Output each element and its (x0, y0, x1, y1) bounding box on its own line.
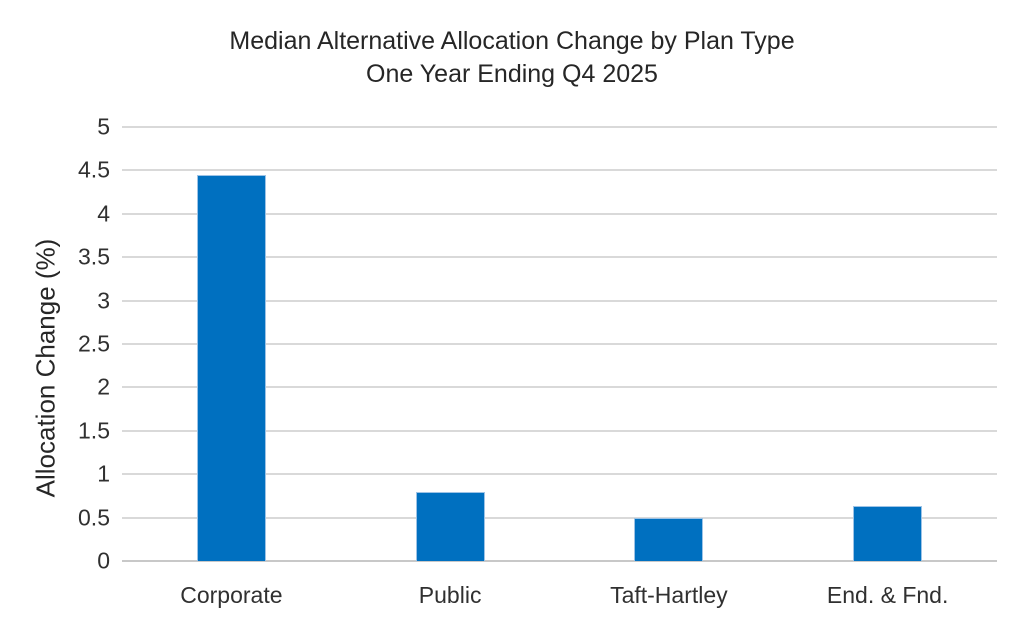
plot-area (122, 126, 997, 562)
x-category-label-taft-hartley: Taft-Hartley (610, 582, 728, 608)
bar-slot-public (341, 127, 560, 561)
bars-container (122, 127, 997, 561)
bar-corporate (196, 174, 266, 561)
gridline-1.5 (122, 429, 997, 432)
bar-public (415, 491, 485, 561)
y-tick-label-2.5: 2.5 (78, 330, 110, 357)
x-axis-category-labels: Corporate Public Taft-Hartley End. & Fnd. (122, 581, 997, 613)
bar-slot-taft-hartley (560, 127, 779, 561)
chart-title-block: Median Alternative Allocation Change by … (0, 25, 1024, 91)
bar-slot-corporate (122, 127, 341, 561)
x-category-label-corporate: Corporate (180, 582, 283, 608)
y-tick-label-1: 1 (97, 460, 110, 487)
gridline-2 (122, 386, 997, 389)
y-tick-label-3.5: 3.5 (78, 243, 110, 270)
bar-taft-hartley (634, 517, 704, 561)
bar-end-fnd (853, 506, 923, 561)
gridline-5 (122, 126, 997, 128)
gridline-4 (122, 212, 997, 215)
gridline-3 (122, 299, 997, 302)
y-tick-label-2: 2 (97, 373, 110, 400)
y-tick-label-4.5: 4.5 (78, 156, 110, 183)
gridline-2.5 (122, 343, 997, 345)
y-tick-label-4: 4 (97, 200, 110, 227)
chart-subtitle: One Year Ending Q4 2025 (366, 60, 658, 88)
y-tick-label-1.5: 1.5 (78, 417, 110, 444)
gridline-0.5 (122, 516, 997, 519)
y-axis-tick-labels: 0 0.5 1 1.5 2 2.5 3 3.5 4 4.5 5 (0, 115, 110, 572)
x-category-label-public: Public (418, 582, 482, 608)
chart-title: Median Alternative Allocation Change by … (229, 27, 795, 55)
y-tick-label-0: 0 (97, 547, 110, 574)
bar-slot-end-fnd (778, 127, 997, 561)
x-category-label-end-fnd: End. & Fnd. (826, 582, 949, 608)
gridline-1 (122, 473, 997, 476)
y-tick-label-0.5: 0.5 (78, 504, 110, 531)
gridline-4.5 (122, 169, 997, 172)
y-tick-label-3: 3 (97, 287, 110, 314)
x-axis-line (122, 560, 997, 562)
y-tick-label-5: 5 (97, 113, 110, 140)
gridline-3.5 (122, 256, 997, 259)
